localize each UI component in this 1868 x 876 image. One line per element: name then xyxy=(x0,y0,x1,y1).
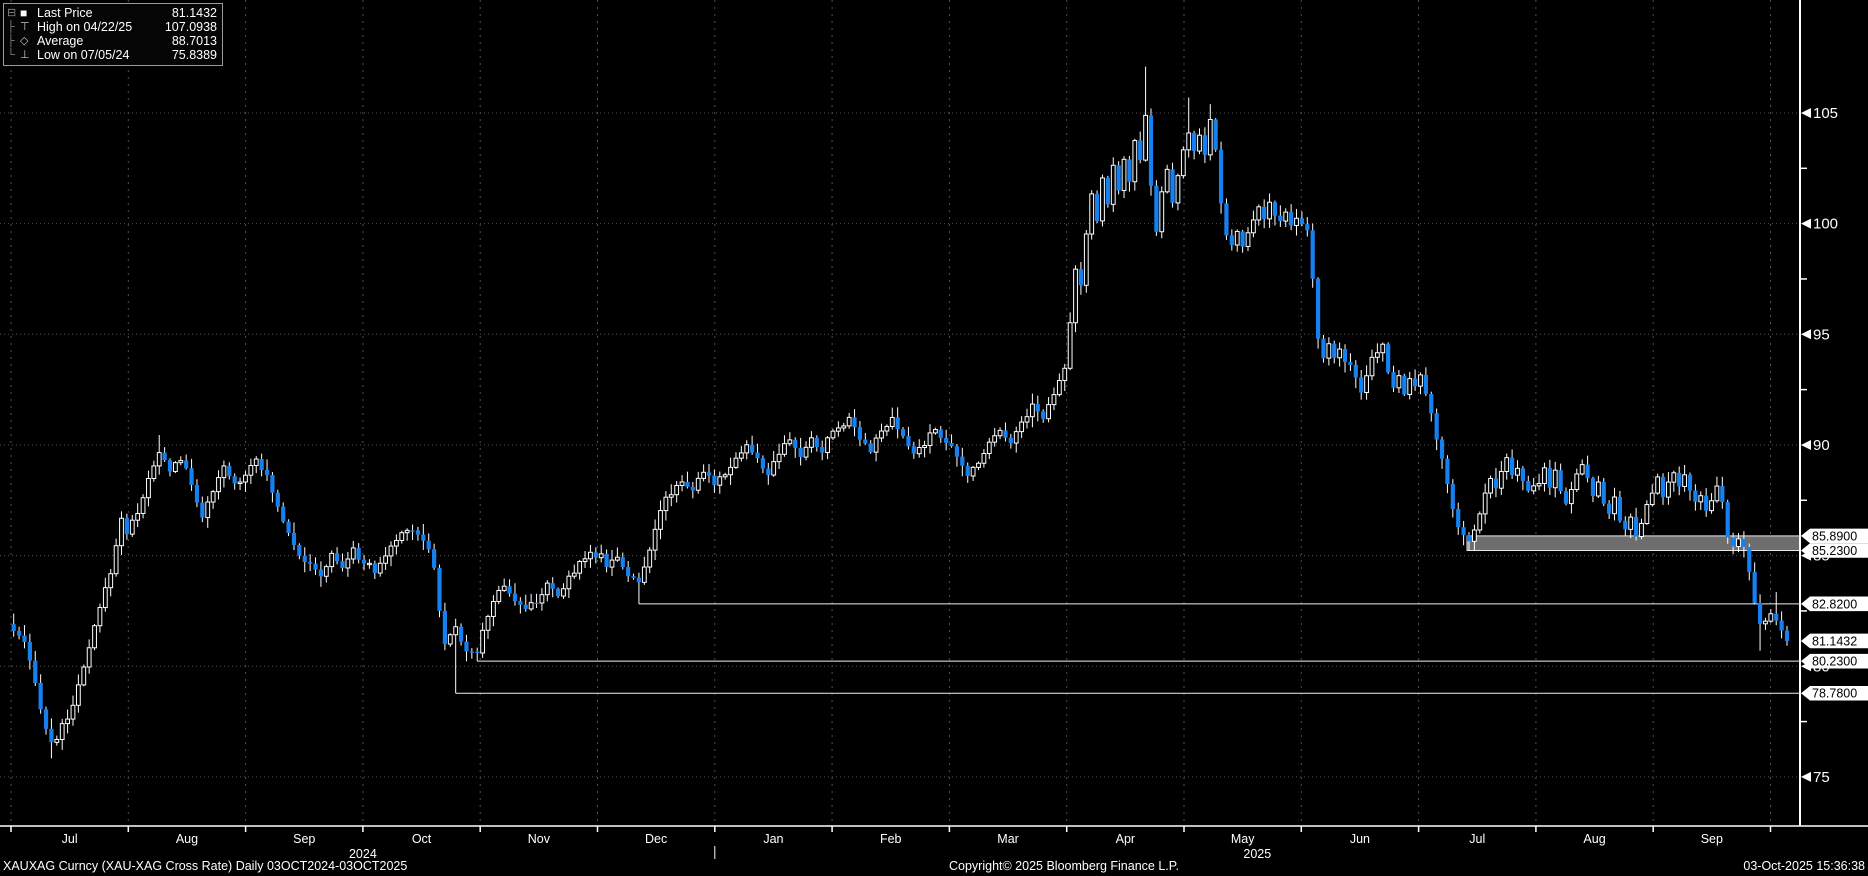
tree-branch-icon: ├ xyxy=(7,35,15,47)
legend-value-average: 88.7013 xyxy=(171,34,217,48)
x-axis-month-label: Jul xyxy=(62,832,78,846)
x-axis: Jul Aug Sep Oct Nov Dec Jan Feb Mar Apr May Jun Jul A… xyxy=(0,825,1868,861)
x-axis-month-label: May xyxy=(1231,832,1255,846)
tree-branch-icon: ├ xyxy=(7,21,15,33)
low-marker-icon: ⊥ xyxy=(20,49,30,61)
x-axis-month-label: Jul xyxy=(1469,832,1485,846)
x-axis-month-label: Apr xyxy=(1116,832,1135,846)
legend-collapse-icon[interactable]: ⊟ xyxy=(7,7,17,19)
copyright-notice: Copyright© 2025 Bloomberg Finance L.P. xyxy=(949,859,1179,873)
x-axis-year-label: 2024 xyxy=(349,847,377,861)
x-axis-month-label: Mar xyxy=(997,832,1019,846)
x-axis-month-label: Nov xyxy=(528,832,551,846)
price-level-tag: 85.2300 xyxy=(1801,543,1868,558)
svg-text:85.8900: 85.8900 xyxy=(1812,529,1857,543)
svg-text:85.2300: 85.2300 xyxy=(1812,544,1857,558)
x-axis-month-label: Dec xyxy=(645,832,667,846)
last-price-swatch-icon: ■ xyxy=(20,6,28,20)
x-axis-month-label: Oct xyxy=(412,832,432,846)
svg-text:82.8200: 82.8200 xyxy=(1812,597,1857,611)
y-axis-tick-label: 75 xyxy=(1813,769,1830,786)
price-level-tag: 82.8200 xyxy=(1801,596,1868,611)
svg-text:81.1432: 81.1432 xyxy=(1812,634,1857,648)
chart-legend: ⊟ ■ Last Price 81.1432 ├ ⊤ High on 04/22… xyxy=(3,3,223,66)
x-axis-month-label: Jan xyxy=(763,832,783,846)
vertical-gridlines xyxy=(10,0,1771,826)
horizontal-gridlines xyxy=(0,112,1800,778)
legend-label-high: High on 04/22/25 xyxy=(37,20,133,34)
svg-text:80.2300: 80.2300 xyxy=(1812,655,1857,669)
average-marker-icon: ◇ xyxy=(20,35,29,47)
tree-corner-icon: └ xyxy=(7,49,15,61)
x-axis-month-label: Feb xyxy=(880,832,902,846)
y-axis: 7580859095100105 xyxy=(1799,0,1838,826)
chart-description: XAUXAG Curncy (XAU-XAG Cross Rate) Daily… xyxy=(3,859,408,873)
x-axis-month-label: Aug xyxy=(176,832,198,846)
last-price-tag: 81.1432 xyxy=(1801,633,1868,648)
high-marker-icon: ⊤ xyxy=(20,21,30,33)
support-lines xyxy=(455,603,1800,694)
legend-item-high[interactable]: ├ ⊤ High on 04/22/25 107.0938 xyxy=(7,20,217,34)
legend-item-low[interactable]: └ ⊥ Low on 07/05/24 75.8389 xyxy=(7,48,217,62)
x-axis-month-label: Sep xyxy=(1701,832,1723,846)
legend-item-average[interactable]: ├ ◇ Average 88.7013 xyxy=(7,34,217,48)
legend-item-last-price[interactable]: ⊟ ■ Last Price 81.1432 xyxy=(7,6,217,20)
x-axis-year-label: 2025 xyxy=(1243,847,1271,861)
y-axis-tick-label: 95 xyxy=(1813,326,1830,343)
x-axis-month-label: Sep xyxy=(293,832,315,846)
y-axis-tick-label: 90 xyxy=(1813,437,1830,454)
legend-label-average: Average xyxy=(37,34,84,48)
footer-bar: XAUXAG Curncy (XAU-XAG Cross Rate) Daily… xyxy=(0,857,1868,875)
price-level-tag: 85.8900 xyxy=(1801,528,1868,543)
legend-value-last-price: 81.1432 xyxy=(171,6,217,20)
legend-label-last-price: Last Price xyxy=(37,6,93,20)
svg-text:78.7800: 78.7800 xyxy=(1812,687,1857,701)
y-axis-tick-label: 100 xyxy=(1813,216,1838,233)
legend-value-low: 75.8389 xyxy=(171,48,217,62)
x-axis-month-label: Jun xyxy=(1350,832,1370,846)
legend-value-high: 107.0938 xyxy=(164,20,217,34)
price-level-tag: 80.2300 xyxy=(1801,653,1868,669)
x-axis-month-label: Aug xyxy=(1583,832,1605,846)
timestamp: 03-Oct-2025 15:36:38 xyxy=(1743,859,1865,873)
legend-label-low: Low on 07/05/24 xyxy=(37,48,130,62)
y-axis-tick-label: 105 xyxy=(1813,105,1838,122)
price-level-tag: 78.7800 xyxy=(1801,685,1868,701)
candlesticks xyxy=(11,66,1790,759)
